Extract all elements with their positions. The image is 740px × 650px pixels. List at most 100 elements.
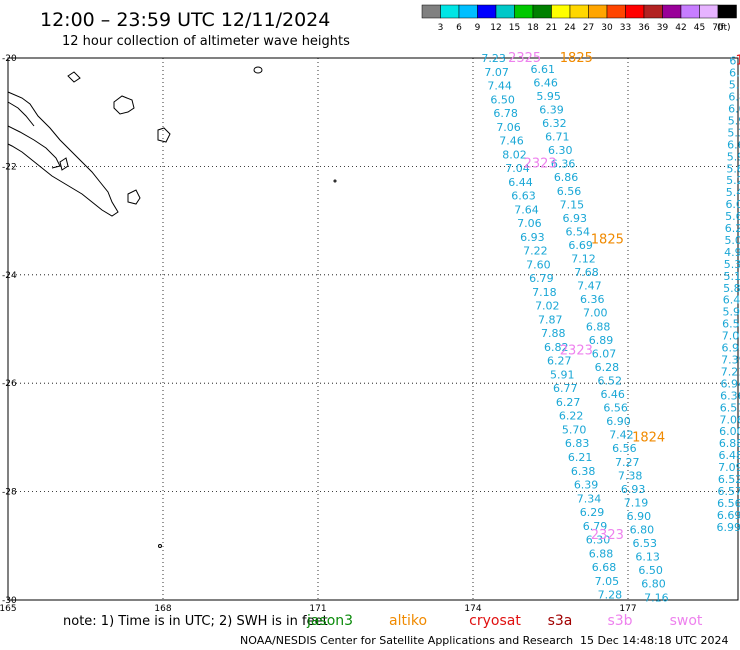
scale-swatch — [717, 4, 737, 19]
wave-value-track-c: 6.00 — [728, 103, 740, 116]
scale-swatch — [532, 4, 552, 19]
scale-label: 27 — [583, 23, 594, 33]
color-scale-legend: 3 6 9 12 15 18 21 24 27 30 33 36 39 42 45 70(ft) — [421, 4, 737, 33]
wave-value-track-b: 6.90 — [606, 415, 631, 428]
wave-value-track-c: 6.66 — [727, 138, 740, 151]
wave-value-track-c: 6.56 — [717, 497, 740, 510]
wave-value-track-b: 6.93 — [621, 483, 646, 496]
wave-value-track-b: 6.13 — [635, 551, 660, 564]
lon-tick-label: 165 — [0, 604, 17, 614]
wave-value-track-a: 6.63 — [511, 190, 536, 203]
wave-value-track-a: 7.06 — [517, 217, 542, 230]
lat-tick-label: -20 — [2, 54, 17, 64]
wave-value-track-a: 7.64 — [514, 203, 539, 216]
wave-value-track-b: 6.39 — [539, 103, 564, 116]
wave-value-track-c: 5.94 — [728, 114, 740, 127]
satellite-legend-item: s3b — [607, 613, 632, 629]
lon-tick-label: 174 — [464, 604, 481, 614]
wave-value-track-c: 6.94 — [720, 377, 740, 390]
wave-value-track-c: 6.83 — [728, 91, 740, 104]
scale-unit: (ft) — [717, 23, 731, 33]
wave-value-track-b: 6.80 — [630, 524, 655, 537]
pass-time-label: 2323 — [560, 344, 593, 359]
wave-value-track-a: 7.18 — [532, 286, 557, 299]
scale-label: 3 — [438, 23, 444, 33]
satellite-legend-item: swot — [670, 613, 703, 629]
wave-value-track-a: 7.87 — [538, 313, 563, 326]
wave-value-track-a: 7.06 — [496, 121, 521, 134]
wave-value-track-c: 7.06 — [719, 413, 740, 426]
wave-value-track-a: 6.30 — [586, 534, 611, 547]
map-subtitle: 12 hour collection of altimeter wave hei… — [62, 34, 350, 49]
wave-value-track-c: 5.06 — [724, 234, 740, 247]
scale-label: 6 — [456, 23, 462, 33]
wave-value-track-a: 6.50 — [490, 93, 515, 106]
satellite-legend-item: altiko — [389, 613, 427, 629]
wave-value-track-a: 7.28 — [598, 589, 623, 602]
wave-value-track-a: 7.23 — [481, 52, 506, 65]
wave-value-track-a: 6.79 — [583, 520, 608, 533]
wave-value-track-a: 7.04 — [505, 162, 530, 175]
wave-value-track-b: 6.56 — [612, 442, 637, 455]
wave-value-track-b: 6.86 — [554, 171, 579, 184]
wave-value-track-a: 8.02 — [502, 148, 527, 161]
lon-tick-label: 168 — [154, 604, 171, 614]
satellite-legend: jason3 altiko cryosat s3a s3b swot — [306, 613, 703, 629]
wave-value-track-b: 6.53 — [633, 537, 658, 550]
wave-value-track-a: 6.21 — [568, 451, 593, 464]
wave-value-track-b: 6.46 — [533, 76, 558, 89]
scale-swatch — [588, 4, 608, 19]
wave-value-track-a: 6.88 — [589, 547, 614, 560]
wave-value-track-c: 6.44 — [723, 294, 740, 307]
wave-value-track-b: 7.68 — [574, 266, 599, 279]
scale-swatch — [458, 4, 478, 19]
wave-value-track-a: 6.39 — [574, 479, 599, 492]
map-title: 12:00 – 23:59 UTC 12/11/2024 — [40, 9, 330, 31]
lat-tick-label: -24 — [2, 271, 17, 281]
wave-value-track-a: 7.02 — [535, 300, 560, 313]
wave-value-track-b: 6.30 — [548, 144, 573, 157]
scale-swatch — [680, 4, 700, 19]
scale-label: 15 — [509, 23, 520, 33]
wave-value-track-a: 6.38 — [571, 465, 596, 478]
wave-value-track-b: 6.89 — [589, 334, 614, 347]
wave-value-track-b: 6.36 — [551, 158, 576, 171]
wave-value-track-a: 7.22 — [523, 245, 548, 258]
wave-value-track-c: 6.57 — [717, 485, 740, 498]
wave-value-track-c: 6.88 — [719, 437, 740, 450]
wave-value-track-b: 7.19 — [624, 496, 649, 509]
wave-value-track-a: 6.68 — [592, 561, 617, 574]
scale-swatch — [421, 4, 441, 19]
lat-lon-grid — [8, 58, 738, 600]
scale-label: 39 — [657, 23, 669, 33]
wave-value-track-a: 7.60 — [526, 258, 551, 271]
wave-value-track-c: 6.26 — [729, 67, 740, 80]
wave-value-track-b: 6.28 — [595, 361, 620, 374]
wave-value-track-a: 5.70 — [562, 423, 587, 436]
pass-time-label: 2323 — [591, 528, 624, 543]
scale-label: 33 — [620, 23, 631, 33]
pass-time-label: 1824 — [632, 430, 665, 445]
wave-value-track-c: 6.00 — [725, 198, 740, 211]
scale-swatch — [495, 4, 515, 19]
wave-value-track-c: 5.95 — [727, 150, 740, 163]
pass-time-label: 1825 — [591, 233, 624, 248]
lat-tick-label: -30 — [2, 596, 17, 606]
wave-value-track-c: 5.60 — [726, 162, 740, 175]
wave-value-track-b: 7.38 — [618, 469, 643, 482]
satellite-legend-item: s3a — [548, 613, 573, 629]
scale-label: 70 — [712, 23, 724, 33]
wave-value-track-c: 6.20 — [725, 222, 740, 235]
wave-value-track-c: 5.17 — [723, 270, 740, 283]
wave-value-track-b: 5.95 — [536, 90, 561, 103]
altimeter-tracks: 7.237.077.446.506.787.067.468.027.046.44… — [481, 52, 740, 604]
wave-value-track-b: 7.27 — [615, 456, 640, 469]
wave-value-track-a: 6.27 — [556, 396, 581, 409]
wave-value-track-b: 6.69 — [568, 239, 593, 252]
wave-value-track-a: 7.44 — [487, 80, 512, 93]
scale-swatch — [569, 4, 589, 19]
wave-value-track-c: 6.63 — [729, 55, 740, 68]
pass-time-label: 1624 — [735, 54, 740, 69]
wave-value-track-b: 6.61 — [531, 63, 556, 76]
